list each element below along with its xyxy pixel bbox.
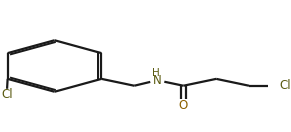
Text: N: N [153, 74, 162, 87]
Text: Cl: Cl [280, 79, 291, 92]
Text: O: O [179, 99, 188, 112]
Text: Cl: Cl [1, 88, 13, 101]
Text: H: H [152, 68, 160, 78]
